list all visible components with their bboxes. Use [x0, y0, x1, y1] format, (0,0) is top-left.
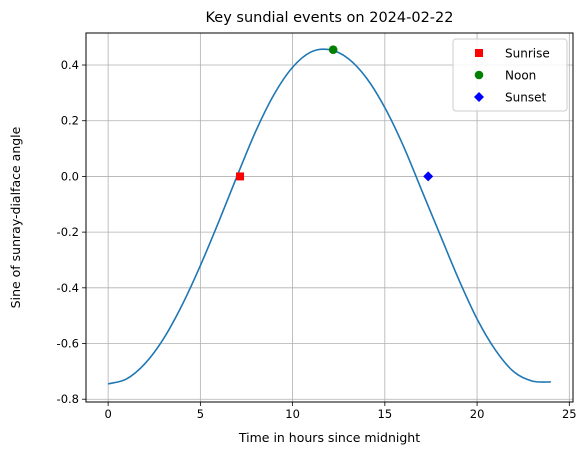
- legend: Sunrise Noon Sunset: [452, 38, 568, 112]
- x-tick-label: 10: [285, 407, 300, 421]
- legend-sunset-swatch: [474, 92, 484, 102]
- x-tick-label: 5: [197, 407, 204, 421]
- x-tick-label: 25: [562, 407, 577, 421]
- legend-sunrise-label: Sunrise: [505, 47, 550, 61]
- axes-frame: [85, 32, 574, 403]
- legend-sunset-label: Sunset: [505, 91, 546, 105]
- event-markers: [236, 45, 434, 182]
- y-axis-label: Sine of sunray-dialface angle: [8, 126, 23, 308]
- y-tick-label: 0.0: [61, 169, 79, 183]
- x-axis-label: Time in hours since midnight: [238, 430, 420, 445]
- legend-sunrise-swatch: [475, 49, 483, 57]
- axis-ticks: 0 5 10 15 20 25 -0.8 -0.6 -0.4 -0.2 0.0 0.2 0.4: [57, 58, 577, 421]
- chart-title: Key sundial events on 2024-02-22: [206, 10, 454, 26]
- y-tick-label: -0.8: [57, 392, 79, 406]
- sunrise-marker: [236, 172, 245, 181]
- y-tick-label: -0.2: [57, 225, 79, 239]
- noon-marker: [328, 45, 338, 55]
- sunset-marker: [423, 171, 434, 182]
- y-tick-label: 0.2: [61, 114, 79, 128]
- x-tick-label: 20: [470, 407, 485, 421]
- y-tick-label: -0.4: [57, 281, 79, 295]
- y-tick-label: -0.6: [57, 337, 79, 351]
- y-tick-label: 0.4: [61, 58, 79, 72]
- x-tick-label: 0: [104, 407, 111, 421]
- legend-noon-label: Noon: [505, 69, 536, 83]
- x-tick-label: 15: [378, 407, 393, 421]
- legend-noon-swatch: [474, 70, 484, 80]
